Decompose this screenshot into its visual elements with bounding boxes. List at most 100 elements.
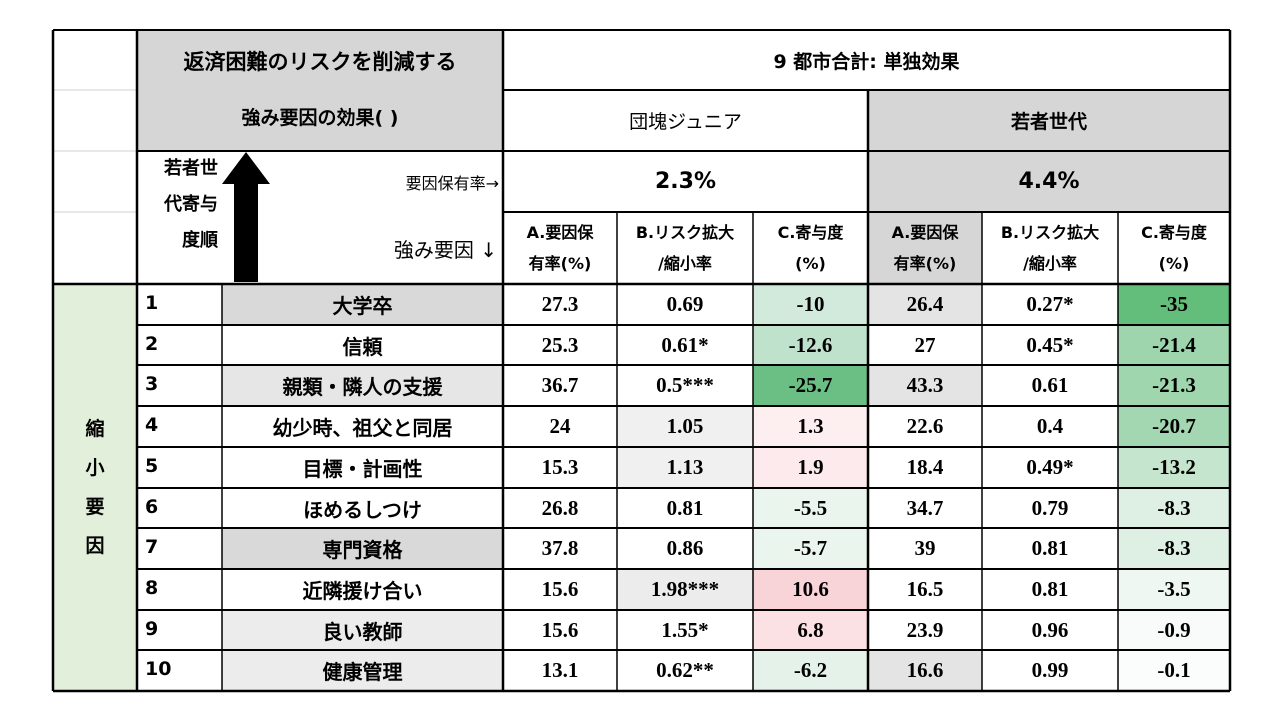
g1-b-cell: 0.81	[617, 488, 753, 528]
g2-c-cell: -35	[1118, 284, 1230, 325]
subcol-header-col-b-g1-line: /縮小率	[658, 254, 712, 273]
g2-c-cell: -3.5	[1118, 569, 1230, 610]
g2-b-cell: 0.45*	[1026, 332, 1074, 357]
subcol-header-col-c-g1-line: (%)	[795, 254, 826, 273]
rank-order-label-line: 若者世	[164, 158, 218, 179]
rank-cell: 6	[145, 496, 159, 518]
subcol-header-col-a-g2-line: A.要因保	[891, 223, 959, 242]
g1-b-cell: 1.98***	[617, 569, 753, 610]
g2-b-cell: 0.49*	[1026, 455, 1074, 479]
factor-label: 強み要因 ↓	[393, 237, 497, 262]
summary-title: 9 都市合計: 単独効果	[773, 50, 960, 73]
g2-a-cell: 16.5	[868, 569, 982, 610]
g1-a-cell: 15.3	[541, 455, 579, 479]
rank-cell: 10	[145, 658, 172, 680]
subcol-header-col-a-g1-line: A.要因保	[526, 223, 594, 242]
title-block	[137, 30, 503, 151]
subcol-header-col-a-g2-line: 有率(%)	[893, 254, 957, 273]
g1-b-cell: 0.62**	[617, 650, 753, 691]
g2-b-cell: 0.4	[1036, 414, 1064, 438]
g1-c-cell: -12.6	[753, 325, 868, 365]
g1-a-cell: 15.6	[541, 617, 579, 642]
g1-c-cell: -6.2	[753, 650, 868, 691]
rank-cell: 9	[145, 618, 159, 640]
reduction-factor-side-label-line: 要	[85, 495, 105, 518]
rank-cell: 5	[145, 455, 159, 477]
rank-cell: 1	[145, 292, 159, 314]
reduction-factor-side-label-line: 縮	[85, 417, 105, 440]
subcol-header-col-c-g1-line: C.寄与度	[777, 223, 844, 242]
group1-name: 団塊ジュニア	[629, 111, 742, 133]
g2-a-cell: 43.3	[868, 365, 982, 406]
g2-a-cell: 16.6	[868, 650, 982, 691]
rank-cell: 4	[145, 414, 159, 436]
g1-a-cell: 13.1	[541, 658, 579, 682]
g2-a-cell: 23.9	[868, 610, 982, 650]
g2-c-cell: -13.2	[1118, 447, 1230, 488]
g1-c-cell: -5.5	[753, 488, 868, 528]
factor-cell: 大学卒	[222, 284, 503, 325]
rank-cell: 3	[145, 373, 159, 395]
subcol-header-col-b-g1: B.リスク拡大/縮小率	[617, 212, 753, 284]
g2-b-cell: 0.27*	[1026, 292, 1074, 316]
subcol-header-col-b-g2-line: B.リスク拡大	[1000, 223, 1100, 242]
g1-a-cell: 27.3	[541, 292, 579, 316]
g1-b-cell: 1.13	[617, 447, 753, 488]
g1-c-cell: 6.8	[753, 610, 868, 650]
subcol-header-col-a-g1-line: 有率(%)	[528, 254, 592, 273]
g1-c-cell: 1.9	[753, 447, 868, 488]
subcol-header-col-b-g2: B.リスク拡大/縮小率	[982, 212, 1118, 284]
factor-cell: 目標・計画性	[222, 447, 503, 488]
g2-c-cell: -8.3	[1118, 528, 1230, 569]
g2-a-cell: 26.4	[868, 284, 982, 325]
g2-a-cell: 18.4	[868, 447, 982, 488]
g2-b-cell: 0.99	[1031, 658, 1069, 682]
subcol-header-col-b-g1-line: B.リスク拡大	[635, 223, 735, 242]
rank-cell: 8	[145, 577, 159, 599]
group1-rate: 2.3%	[654, 169, 716, 194]
g2-b-cell: 0.96	[1031, 617, 1069, 642]
factor-cell: 親類・隣人の支援	[222, 365, 503, 406]
rank-order-label-line: 代寄与	[164, 194, 218, 215]
group2-name: 若者世代	[868, 90, 1230, 151]
rank-cell: 7	[145, 536, 159, 558]
group2-rate: 4.4%	[868, 151, 1230, 212]
factor-cell: 専門資格	[222, 528, 503, 569]
g2-a-cell: 39	[868, 528, 982, 569]
up-arrow-icon	[222, 152, 270, 282]
subcol-header-col-c-g2: C.寄与度 (%)	[1118, 212, 1230, 284]
g1-a-cell: 25.3	[541, 332, 579, 357]
rank-order-label-line: 度順	[182, 230, 218, 251]
factor-cell: 幼少時、祖父と同居	[222, 406, 503, 447]
factor-cell: ほめるしつけ	[222, 488, 503, 528]
g2-b-cell: 0.79	[1031, 495, 1069, 520]
g2-a-cell: 22.6	[868, 406, 982, 447]
g1-b-cell: 0.69	[617, 284, 753, 325]
g2-a-cell: 34.7	[868, 488, 982, 528]
g1-b-cell: 0.5***	[617, 365, 753, 406]
table-title-line1: 返済困難のリスクを削減する	[183, 50, 457, 74]
reduction-factor-side-label-line: 因	[85, 534, 105, 557]
g2-b-cell: 0.81	[1031, 577, 1069, 601]
g1-c-cell: -5.7	[753, 528, 868, 569]
g2-c-cell: -21.3	[1118, 365, 1230, 406]
factor-rate-label: 要因保有率→	[405, 173, 499, 193]
subcol-header-col-a-g1: A.要因保有率(%)	[503, 212, 617, 284]
subcol-header-col-c-g2-line: (%)	[1158, 254, 1190, 273]
subcol-header-col-a-g2: A.要因保有率(%)	[868, 212, 982, 284]
factor-cell: 近隣援け合い	[222, 569, 503, 610]
subcol-header-col-b-g2-line: /縮小率	[1023, 254, 1077, 273]
reduction-factor-side-label-line: 小	[85, 456, 105, 479]
subcol-header-col-c-g1: C.寄与度 (%)	[753, 212, 868, 284]
g1-a-cell: 37.8	[541, 536, 579, 560]
g1-b-cell: 1.05	[617, 406, 753, 447]
g2-a-cell: 27	[868, 325, 982, 365]
g2-c-cell: -0.1	[1118, 650, 1230, 691]
rank-cell: 2	[145, 333, 159, 355]
g2-b-cell: 0.61	[1031, 373, 1069, 397]
factor-cell: 健康管理	[222, 650, 503, 691]
g1-c-cell: 1.3	[753, 406, 868, 447]
g2-c-cell: -0.9	[1118, 610, 1230, 650]
g1-c-cell: -25.7	[753, 365, 868, 406]
